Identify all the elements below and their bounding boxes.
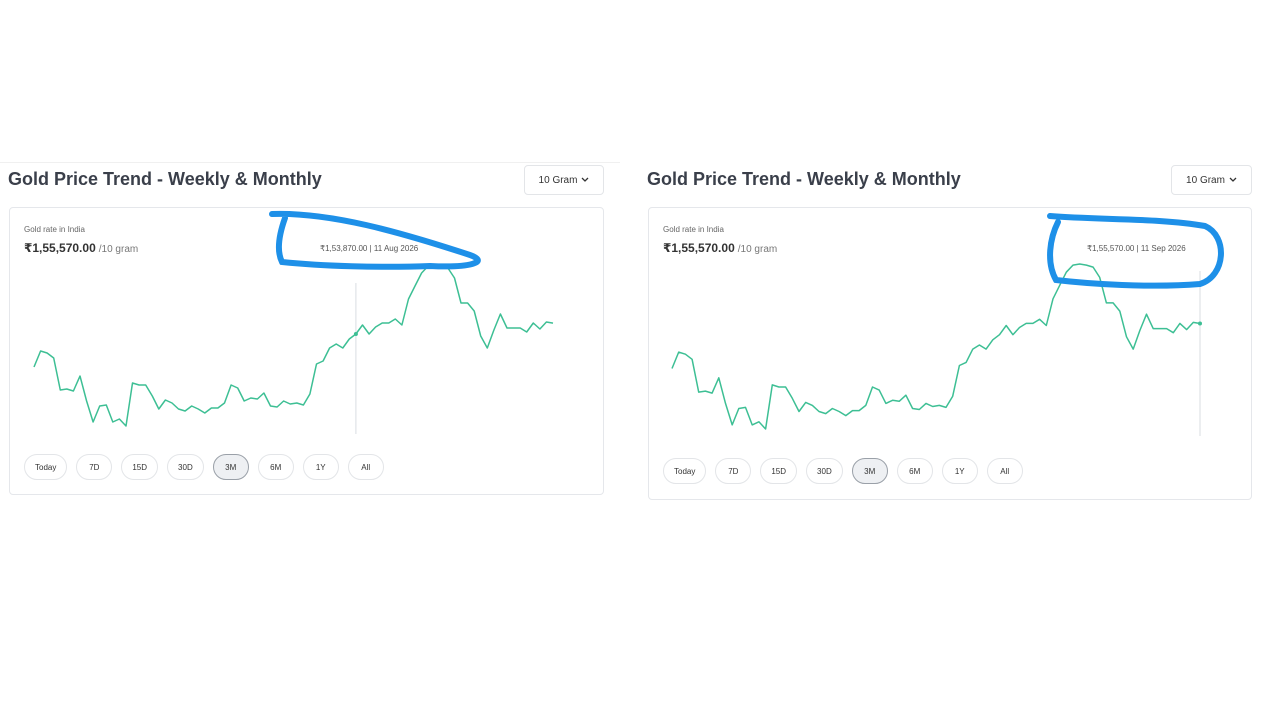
chevron-path	[1229, 177, 1237, 182]
panel: Gold Price Trend - Weekly & Monthly 10 Gr…	[639, 163, 1272, 508]
line-chart	[33, 264, 554, 434]
chevron-path	[581, 177, 589, 182]
range-button[interactable]: 6M	[896, 458, 933, 484]
range-button[interactable]: 6M	[257, 454, 294, 480]
current-price: ₹1,55,570.00/10 gram	[663, 241, 777, 255]
panel-title: Gold Price Trend - Weekly & Monthly	[647, 169, 961, 189]
range-button[interactable]: 7D	[715, 458, 752, 484]
range-button[interactable]: 1Y	[302, 454, 339, 480]
panel-title: Gold Price Trend - Weekly & Monthly	[8, 169, 322, 189]
range-button[interactable]: 30D	[167, 454, 204, 480]
tooltip: ₹1,53,870.00 | 11 Aug 2026	[320, 244, 419, 253]
chart-card: Gold rate in India ₹1,55,570.00/10 gram ₹1…	[648, 207, 1252, 500]
divider	[0, 162, 620, 163]
rate-label: Gold rate in India	[24, 225, 85, 234]
price-value: ₹1,55,570.00	[663, 241, 735, 255]
current-price: ₹1,55,570.00/10 gram	[24, 241, 138, 255]
range-button[interactable]: 3M	[212, 454, 249, 480]
range-button[interactable]: 1Y	[941, 458, 978, 484]
range-button[interactable]: Today	[24, 454, 68, 480]
range-buttons: Today 7D 15D 30D 3M 6M 1Y All	[663, 458, 1023, 484]
chart-card: Gold rate in India ₹1,55,570.00/10 gram ₹1…	[9, 207, 604, 495]
range-buttons: Today 7D 15D 30D 3M 6M 1Y All	[24, 454, 384, 480]
price-value: ₹1,55,570.00	[24, 241, 96, 255]
rate-label: Gold rate in India	[663, 225, 724, 234]
hover-dot	[1198, 321, 1202, 326]
range-button[interactable]: All	[347, 454, 384, 480]
tooltip: ₹1,55,570.00 | 11 Sep 2026	[1087, 244, 1186, 253]
chevron	[581, 177, 589, 182]
range-button[interactable]: 7D	[76, 454, 113, 480]
range-button[interactable]: 3M	[851, 458, 888, 484]
price-line	[671, 263, 1201, 430]
chevron	[1229, 177, 1237, 182]
unit-select[interactable]: 10 Gram	[1171, 165, 1252, 195]
range-button[interactable]: Today	[663, 458, 707, 484]
unit-select[interactable]: 10 Gram	[524, 165, 604, 195]
price-unit: /10 gram	[98, 244, 139, 255]
range-button[interactable]: 15D	[760, 458, 798, 484]
range-button[interactable]: All	[986, 458, 1023, 484]
range-button[interactable]: 30D	[806, 458, 843, 484]
select-label: 10 Gram	[1186, 174, 1225, 186]
hover-dot	[353, 332, 358, 337]
range-button[interactable]: 15D	[121, 454, 159, 480]
panel: Gold Price Trend - Weekly & Monthly 10 Gr…	[0, 163, 624, 508]
line-chart	[671, 263, 1202, 436]
select-label: 10 Gram	[538, 174, 578, 186]
price-line	[33, 264, 554, 427]
price-unit: /10 gram	[737, 244, 778, 255]
